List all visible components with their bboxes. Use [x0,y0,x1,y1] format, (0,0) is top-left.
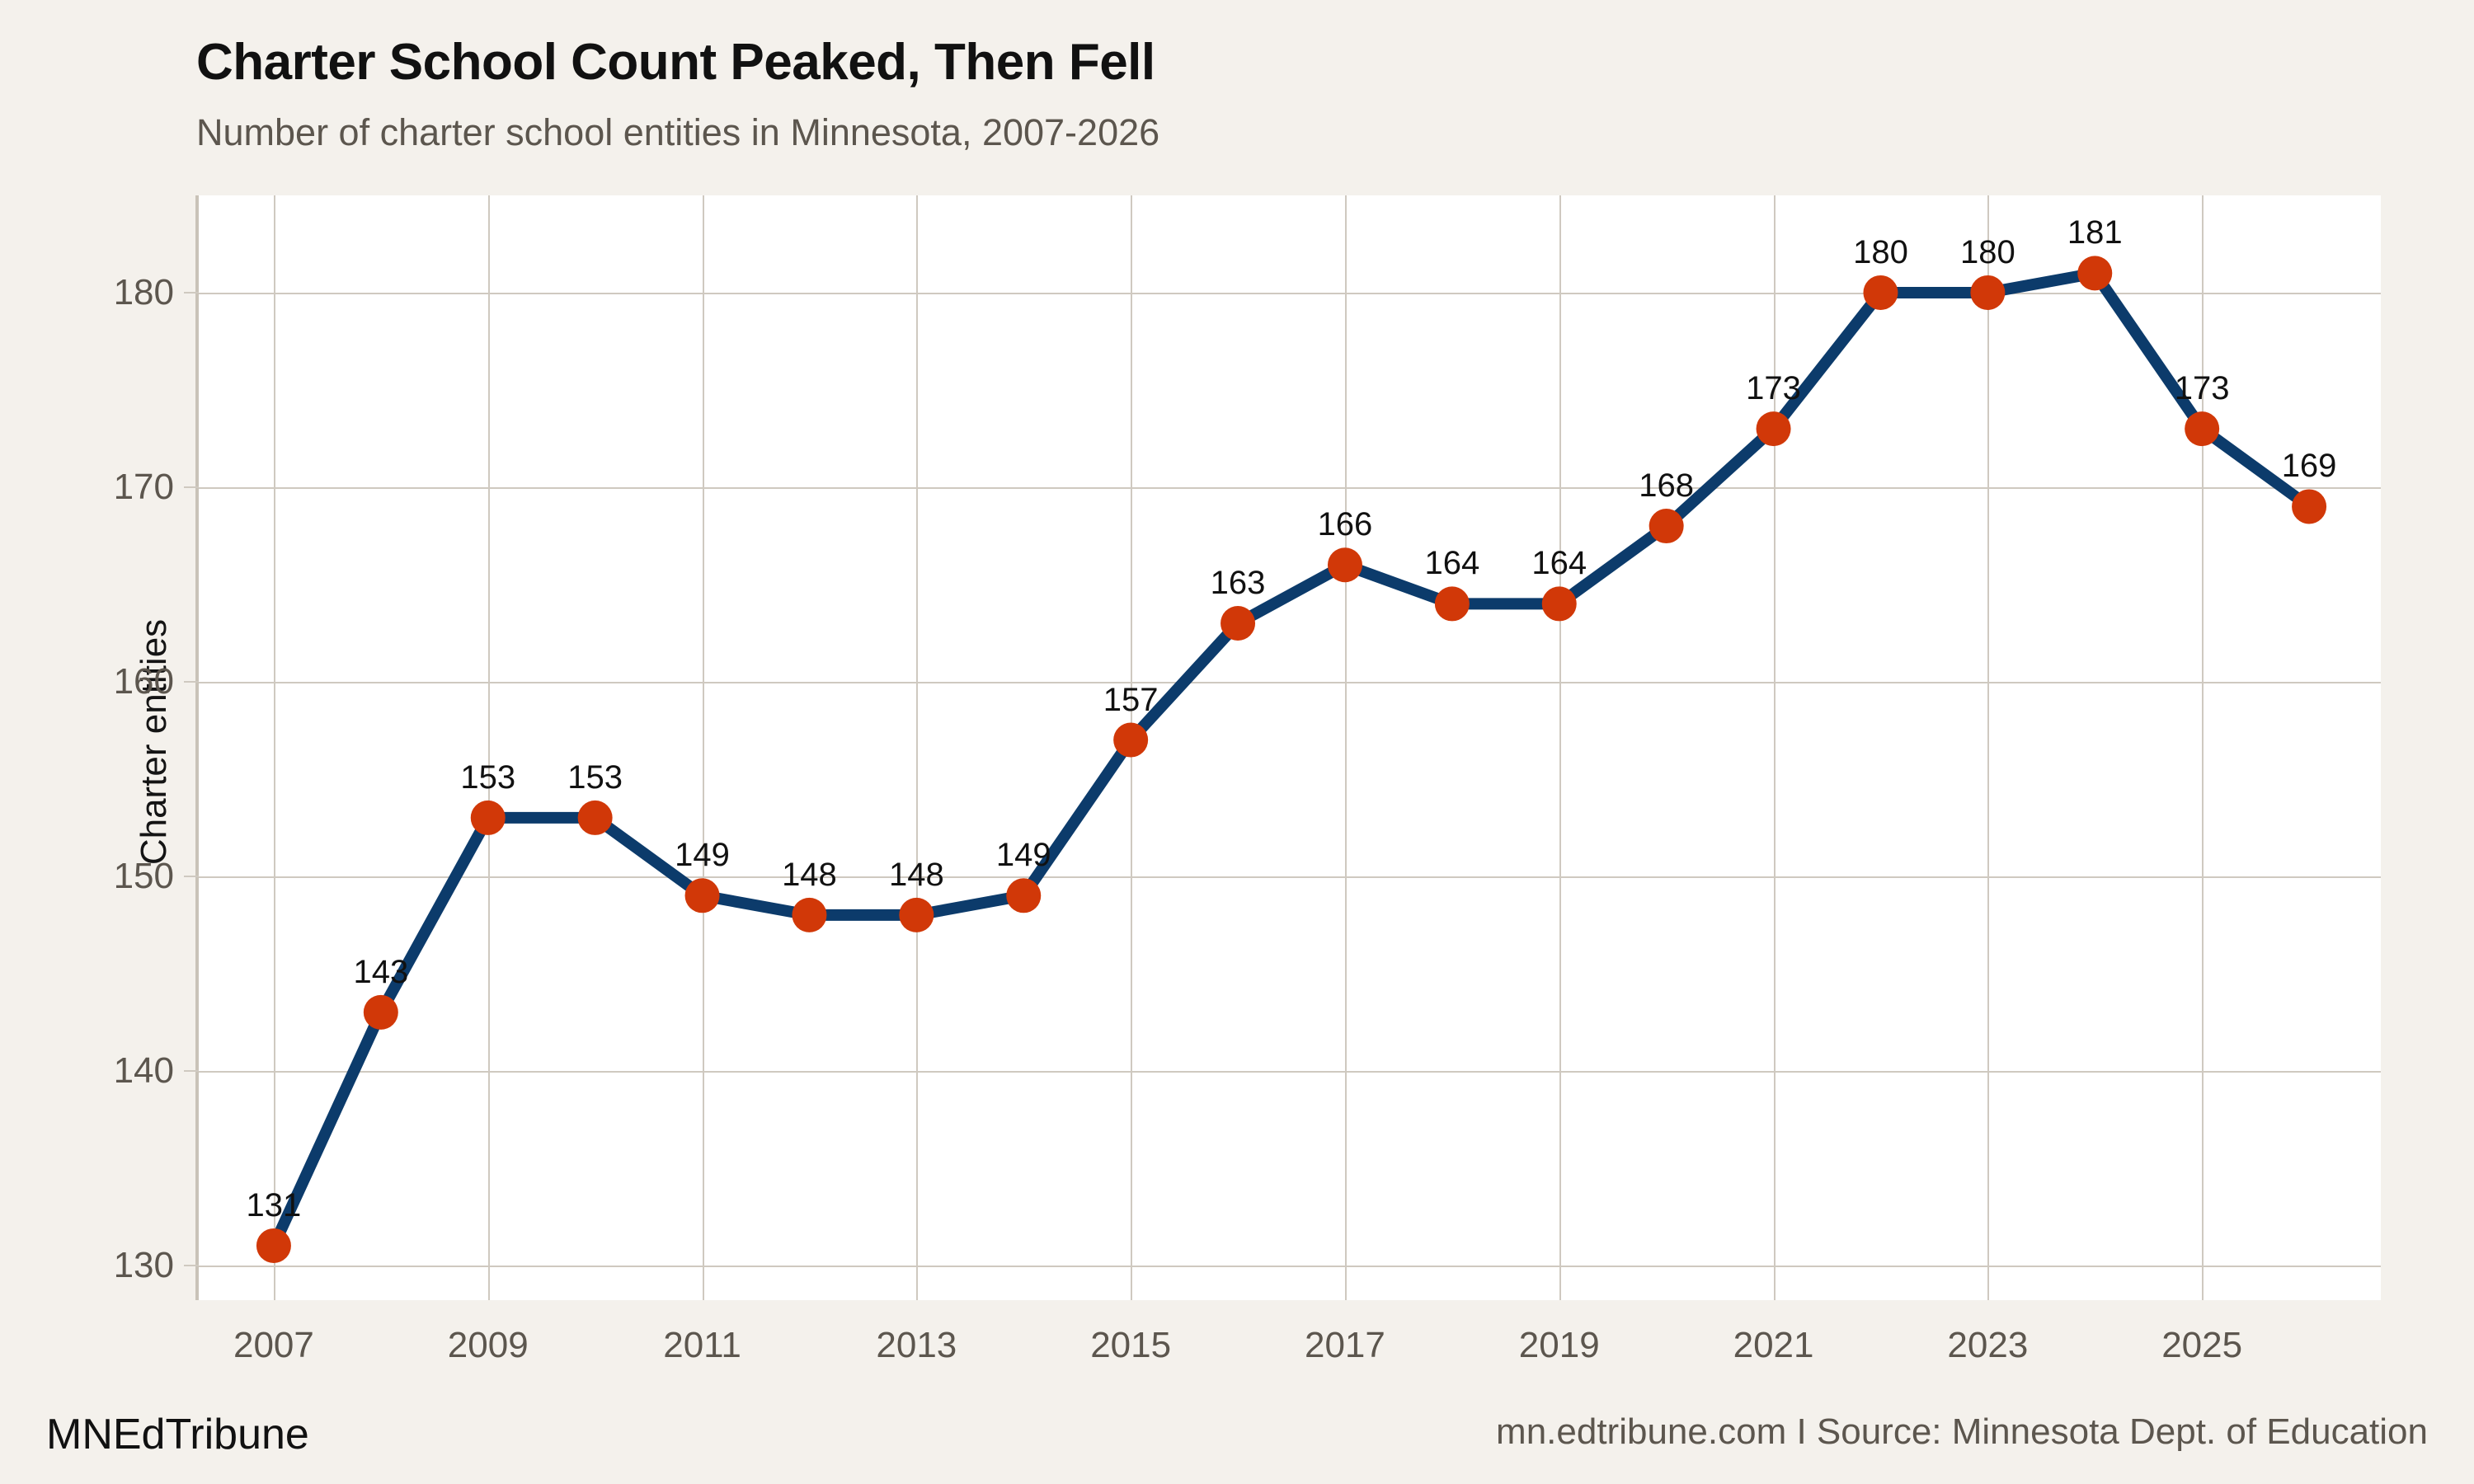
data-point-marker[interactable] [792,897,827,932]
data-point-marker[interactable] [1756,411,1791,447]
data-point-marker[interactable] [577,800,613,835]
data-point-marker[interactable] [256,1228,291,1263]
data-point-marker[interactable] [2185,411,2220,447]
page-title: Charter School Count Peaked, Then Fell [196,34,1155,91]
x-axis-tick-label: 2019 [1518,1325,1600,1365]
y-axis-tick-label: 130 [113,1244,174,1285]
gridline-vertical [2202,195,2204,1300]
y-axis-tick-mark [184,680,199,683]
x-axis-tick-label: 2021 [1733,1325,1814,1365]
chart-subtitle: Number of charter school entities in Min… [196,111,1160,153]
data-point-marker[interactable] [684,878,720,913]
gridline-vertical [1344,195,1347,1300]
data-point-marker[interactable] [1970,275,2006,310]
x-axis-tick-label: 2013 [876,1325,957,1365]
series-line-charter-entities [256,256,2327,1263]
gridline-vertical [702,195,704,1300]
y-axis-tick-mark [184,875,199,877]
y-axis-tick-label: 170 [113,466,174,507]
data-point-marker[interactable] [1434,586,1470,622]
gridline-horizontal [199,1070,2381,1073]
data-point-marker[interactable] [1649,509,1684,544]
data-point-marker[interactable] [2292,489,2327,524]
data-point-marker[interactable] [1863,275,1898,310]
x-axis-tick-label: 2007 [233,1325,314,1365]
y-axis-tick-label: 160 [113,660,174,702]
data-point-marker[interactable] [470,800,506,835]
data-point-marker[interactable] [1541,586,1577,622]
data-point-marker[interactable] [1221,606,1256,641]
x-axis-tick-label: 2009 [447,1325,529,1365]
series-path [267,267,2316,1252]
x-axis-tick-label: 2015 [1090,1325,1172,1365]
gridline-horizontal [199,681,2381,683]
gridline-horizontal [199,292,2381,294]
x-axis-tick-label: 2011 [663,1325,741,1365]
data-point-marker[interactable] [2077,256,2113,291]
data-point-marker[interactable] [363,994,398,1030]
y-axis-tick-mark [184,1264,199,1266]
brand-label: MNEdTribune [46,1411,309,1458]
x-axis-tick-label: 2023 [1947,1325,2029,1365]
y-axis-tick-mark [184,291,199,294]
y-axis-tick-mark [184,1069,199,1072]
gridline-horizontal [199,876,2381,878]
y-axis-tick-labels: 130 140 150 160 170 180 [0,195,195,1300]
data-point-marker[interactable] [1006,878,1042,913]
data-point-marker[interactable] [899,897,934,932]
y-axis-tick-label: 150 [113,855,174,896]
gridline-vertical [273,195,275,1300]
x-axis-tick-label: 2017 [1304,1325,1385,1365]
y-axis-tick-label: 180 [113,271,174,312]
gridline-horizontal [199,486,2381,489]
gridline-horizontal [199,1265,2381,1267]
gridline-vertical [1773,195,1776,1300]
data-point-marker[interactable] [1113,722,1149,758]
gridline-vertical [1987,195,1990,1300]
y-axis-tick-label: 140 [113,1050,174,1091]
source-label: mn.edtribune.com I Source: Minnesota Dep… [1496,1411,2428,1452]
gridline-vertical [487,195,490,1300]
gridline-vertical [1559,195,1561,1300]
gridline-vertical [916,195,919,1300]
plot-inner: 2007 2009 2011 2013 2015 2017 2019 2021 2023 2025… [184,195,2381,1365]
plot-area: 2007 2009 2011 2013 2015 2017 2019 2021 2023 2025… [184,195,2381,1365]
y-axis-tick-mark [184,486,199,488]
x-axis-tick-label: 2025 [2161,1325,2243,1365]
data-point-marker[interactable] [1327,547,1362,583]
